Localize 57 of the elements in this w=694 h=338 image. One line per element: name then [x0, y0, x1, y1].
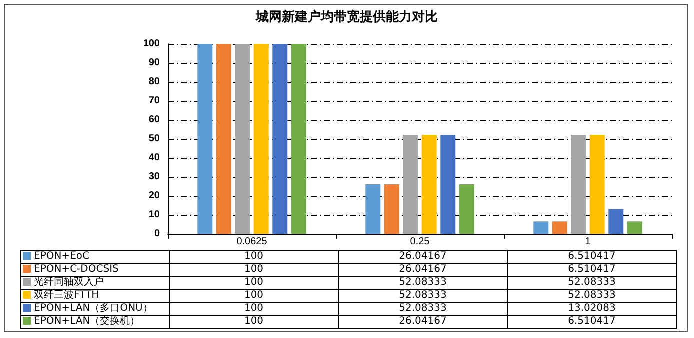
legend-label: EPON+LAN（交换机） — [20, 316, 170, 328]
data-label: 52.08333 — [338, 276, 508, 290]
chart-title: 城网新建户均带宽提供能力对比 — [255, 9, 438, 25]
legend-label: 光纤同轴双入户 — [20, 276, 170, 290]
bar — [590, 135, 605, 234]
data-label: 100 — [170, 250, 338, 264]
bar — [254, 44, 269, 234]
y-tick-label: 20 — [148, 190, 160, 202]
x-tick-label: 0.0625 — [236, 236, 268, 248]
bar — [198, 44, 213, 234]
bar — [235, 44, 250, 234]
x-tick-label: 1 — [585, 236, 592, 248]
y-tick-label: 40 — [148, 152, 160, 164]
bar — [366, 184, 381, 234]
y-tick-label: 100 — [143, 38, 160, 50]
data-label: 100 — [170, 290, 338, 302]
bar — [422, 135, 437, 234]
y-tick-label: 10 — [148, 210, 160, 220]
legend-label: EPON+LAN（多口ONU） — [20, 302, 170, 316]
bar — [534, 222, 549, 234]
bar — [216, 44, 232, 234]
data-label: 100 — [170, 302, 338, 316]
data-label: 6.510417 — [508, 250, 676, 264]
y-tick-label: 90 — [148, 58, 160, 68]
bar — [384, 184, 400, 234]
data-label: 52.08333 — [508, 276, 676, 290]
y-tick-label: 70 — [148, 96, 160, 106]
data-label: 26.04167 — [338, 264, 508, 276]
legend-label: 双纤三波FTTH — [20, 290, 170, 302]
data-label: 26.04167 — [338, 316, 508, 328]
bar — [552, 222, 568, 234]
data-label: 26.04167 — [338, 250, 508, 264]
y-tick-label: 80 — [148, 76, 160, 88]
bar — [627, 222, 642, 234]
legend-label: EPON+C-DOCSIS — [20, 264, 170, 276]
data-label: 6.510417 — [508, 316, 676, 328]
y-tick-label: 60 — [148, 114, 160, 126]
bar — [571, 135, 586, 234]
data-label: 100 — [170, 316, 338, 328]
data-label: 52.08333 — [508, 290, 676, 302]
bar — [440, 135, 456, 234]
y-tick-label: 30 — [148, 172, 160, 182]
y-tick-label: 50 — [148, 134, 160, 144]
legend-label: EPON+EoC — [20, 250, 170, 264]
bar — [272, 44, 288, 234]
x-tick-label: 0.25 — [410, 236, 430, 248]
bar — [403, 135, 418, 234]
data-label: 13.02083 — [508, 302, 676, 316]
data-label: 52.08333 — [338, 290, 508, 302]
y-tick-label: 0 — [154, 228, 160, 240]
data-label: 100 — [170, 264, 338, 276]
data-label: 100 — [170, 276, 338, 290]
data-label: 6.510417 — [508, 264, 676, 276]
bar — [608, 209, 624, 234]
bar — [459, 184, 474, 234]
bar — [291, 44, 306, 234]
data-label: 52.08333 — [338, 302, 508, 316]
